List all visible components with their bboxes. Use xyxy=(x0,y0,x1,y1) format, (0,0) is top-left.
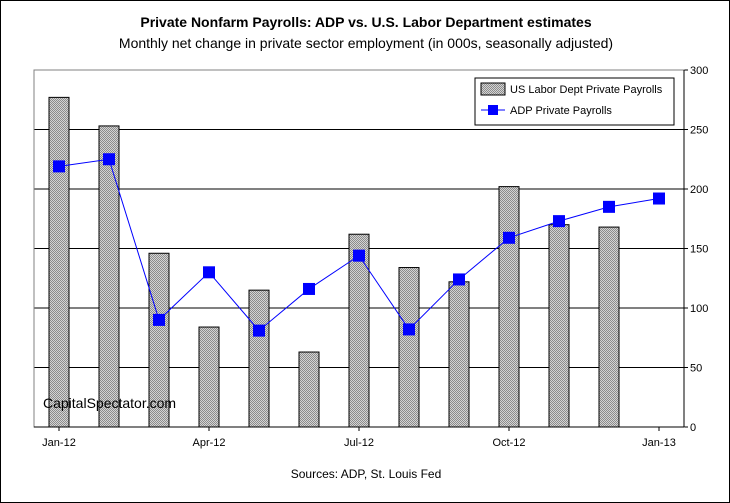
chart-title: Private Nonfarm Payrolls: ADP vs. U.S. L… xyxy=(140,14,592,30)
data-point xyxy=(453,273,465,286)
x-tick-label: Jan-12 xyxy=(42,437,76,449)
data-point xyxy=(203,266,215,279)
data-point xyxy=(153,313,165,326)
bar xyxy=(48,96,70,428)
bar xyxy=(548,224,570,428)
data-point xyxy=(253,324,265,337)
legend-label-labor: US Labor Dept Private Payrolls xyxy=(510,84,663,96)
y-tick-label: 50 xyxy=(690,363,702,375)
legend-bar-swatch xyxy=(480,82,506,96)
data-point xyxy=(353,249,365,262)
legend-marker-swatch xyxy=(488,105,498,115)
bar xyxy=(198,326,220,428)
y-tick-label: 300 xyxy=(690,65,708,77)
bar xyxy=(98,125,120,428)
y-tick-label: 0 xyxy=(690,422,696,434)
bar xyxy=(348,233,370,428)
data-point xyxy=(553,215,565,228)
data-point xyxy=(103,153,115,166)
data-point xyxy=(503,231,515,244)
bar xyxy=(298,351,320,428)
bar xyxy=(498,186,520,428)
source-note: Sources: ADP, St. Louis Fed xyxy=(290,467,442,481)
watermark-text: CapitalSpectator.com xyxy=(43,395,177,411)
data-point xyxy=(653,192,665,205)
data-point xyxy=(603,200,615,213)
x-tick-label: Apr-12 xyxy=(192,437,225,449)
legend: US Labor Dept Private Payrolls ADP Priva… xyxy=(474,77,675,126)
bar xyxy=(598,226,620,428)
y-tick-label: 250 xyxy=(690,125,708,137)
x-tick-label: Jul-12 xyxy=(344,437,374,449)
data-point xyxy=(403,323,415,336)
legend-box xyxy=(474,77,675,126)
bar xyxy=(448,281,470,428)
bar xyxy=(248,289,270,428)
x-tick-label: Jan-13 xyxy=(642,437,676,449)
data-point xyxy=(303,282,315,295)
bar xyxy=(398,267,420,428)
y-tick-label: 150 xyxy=(690,244,708,256)
legend-label-adp: ADP Private Payrolls xyxy=(510,105,612,117)
data-point xyxy=(53,160,65,173)
x-tick-label: Oct-12 xyxy=(492,437,525,449)
chart-subtitle: Monthly net change in private sector emp… xyxy=(118,35,614,51)
y-tick-label: 200 xyxy=(690,184,708,196)
y-tick-label: 100 xyxy=(690,303,708,315)
